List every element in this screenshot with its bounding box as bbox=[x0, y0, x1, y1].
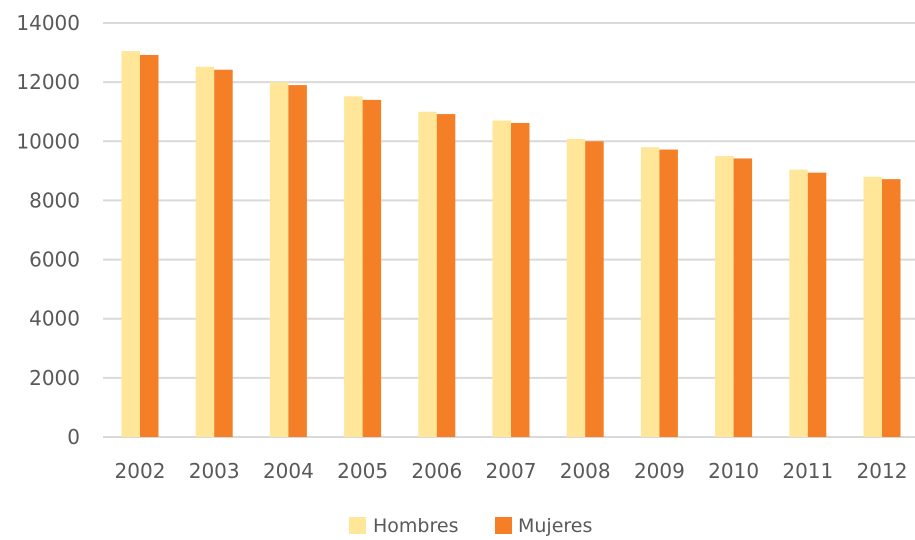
x-tick-label: 2005 bbox=[337, 459, 388, 483]
y-tick-label: 6000 bbox=[29, 248, 80, 272]
y-axis-ticks: 0 2000 4000 6000 8000 10000 12000 14000 bbox=[16, 11, 80, 449]
x-tick-label: 2004 bbox=[263, 459, 314, 483]
bar-mujeres-2003 bbox=[214, 69, 233, 438]
x-tick-label: 2007 bbox=[486, 459, 537, 483]
y-tick-label: 4000 bbox=[29, 307, 80, 331]
bar-mujeres-2008 bbox=[585, 141, 604, 438]
y-tick-label: 10000 bbox=[16, 129, 80, 153]
legend-swatch-hombres bbox=[349, 517, 366, 534]
bar-hombres-2008 bbox=[566, 138, 586, 438]
y-tick-label: 0 bbox=[67, 425, 80, 449]
bar-hombres-2012 bbox=[863, 176, 882, 437]
x-tick-label: 2009 bbox=[634, 459, 685, 483]
legend-label-hombres: Hombres bbox=[373, 515, 458, 537]
legend-label-mujeres: Mujeres bbox=[518, 515, 592, 537]
bar-mujeres-2005 bbox=[362, 99, 382, 437]
legend-swatch-mujeres bbox=[495, 517, 512, 534]
bar-mujeres-2007 bbox=[511, 122, 530, 438]
x-tick-label: 2006 bbox=[411, 459, 462, 483]
bar-hombres-2011 bbox=[789, 169, 808, 437]
bar-hombres-2002 bbox=[121, 51, 140, 437]
bar-mujeres-2012 bbox=[882, 179, 901, 437]
x-tick-label: 2003 bbox=[189, 459, 240, 483]
bar-hombres-2009 bbox=[640, 147, 660, 437]
bar-mujeres-2010 bbox=[733, 158, 753, 438]
bar-hombres-2007 bbox=[492, 120, 511, 437]
bar-hombres-2003 bbox=[195, 66, 215, 437]
bar-hombres-2005 bbox=[344, 96, 363, 437]
x-axis-ticks: 2002 2003 2004 2005 2006 2007 2008 2009 2010 2011… bbox=[115, 459, 908, 483]
bar-mujeres-2011 bbox=[807, 172, 827, 438]
bar-mujeres-2002 bbox=[140, 54, 159, 438]
y-tick-label: 14000 bbox=[16, 11, 80, 35]
x-tick-label: 2012 bbox=[857, 459, 908, 483]
bar-hombres-2006 bbox=[418, 111, 437, 437]
bar-hombres-2004 bbox=[269, 82, 289, 438]
bar-mujeres-2004 bbox=[288, 85, 307, 437]
bars bbox=[121, 51, 901, 438]
x-tick-label: 2008 bbox=[560, 459, 611, 483]
legend: Hombres Mujeres bbox=[349, 515, 592, 537]
x-tick-label: 2002 bbox=[115, 459, 166, 483]
y-tick-label: 12000 bbox=[16, 70, 80, 94]
x-tick-label: 2010 bbox=[708, 459, 759, 483]
bar-mujeres-2006 bbox=[436, 114, 456, 437]
bar-mujeres-2009 bbox=[659, 149, 678, 437]
y-tick-label: 8000 bbox=[29, 188, 80, 212]
x-tick-label: 2011 bbox=[782, 459, 833, 483]
bar-hombres-2010 bbox=[715, 156, 734, 438]
y-tick-label: 2000 bbox=[29, 366, 80, 390]
